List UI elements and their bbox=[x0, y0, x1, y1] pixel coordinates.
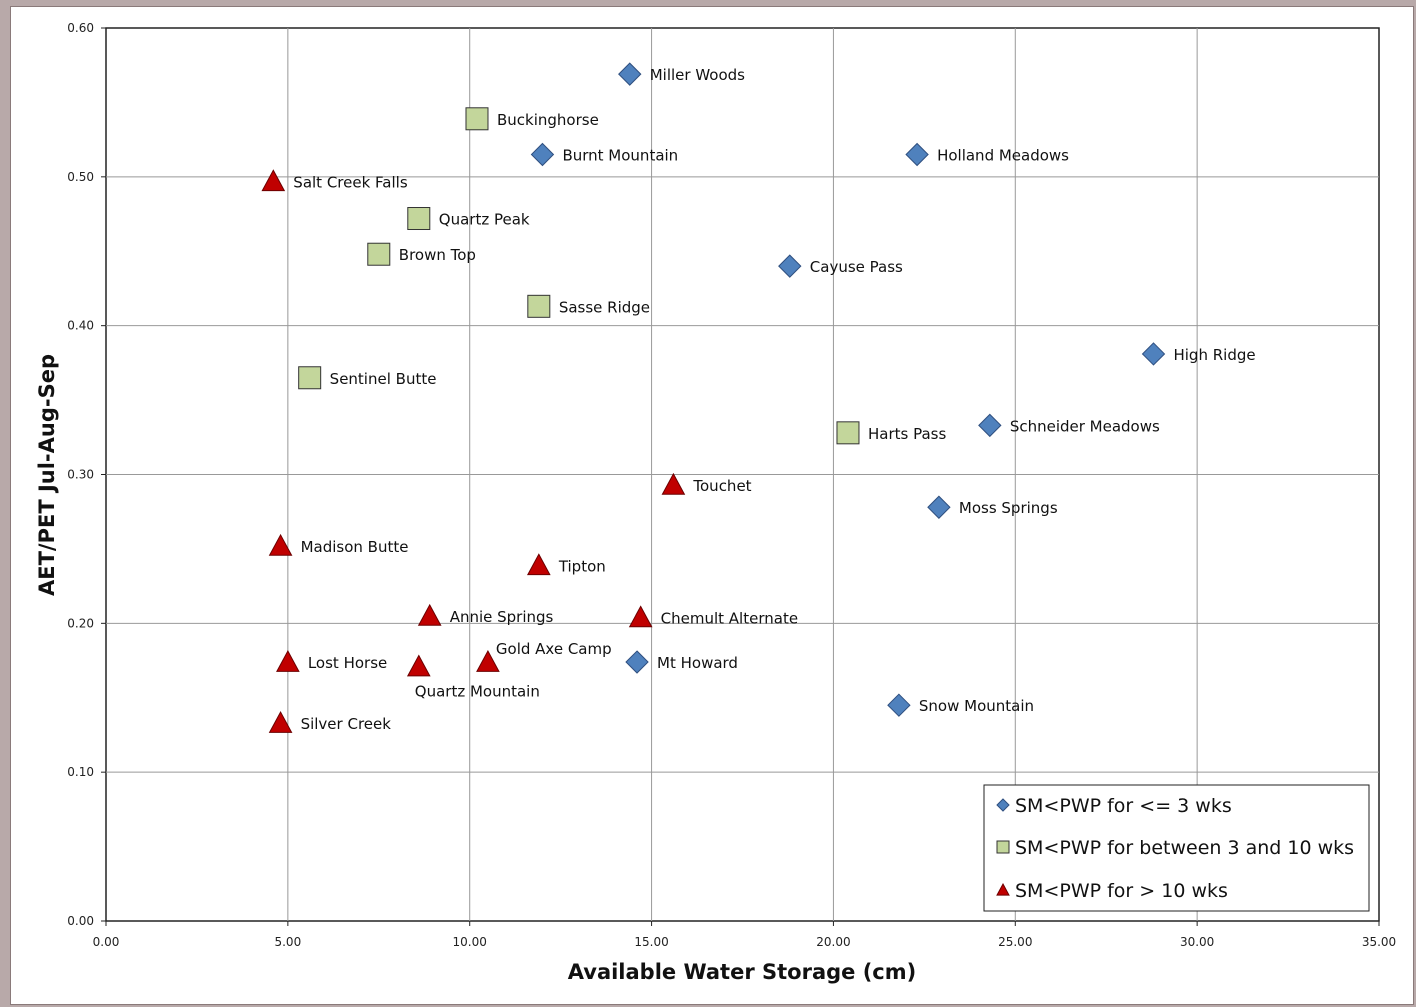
data-point bbox=[618, 62, 642, 86]
data-point bbox=[298, 366, 322, 390]
y-tick-label: 0.30 bbox=[67, 468, 94, 482]
y-axis-title: AET/PET Jul-Aug-Sep bbox=[35, 354, 59, 596]
y-tick-label: 0.10 bbox=[67, 765, 94, 779]
data-point bbox=[276, 649, 300, 672]
data-point bbox=[407, 207, 431, 231]
data-point bbox=[526, 553, 551, 576]
point-label: Moss Springs bbox=[959, 499, 1058, 517]
data-point bbox=[628, 605, 653, 628]
data-point bbox=[836, 421, 860, 445]
data-point bbox=[268, 711, 293, 733]
x-tick-label: 30.00 bbox=[1180, 935, 1214, 949]
legend-marker bbox=[996, 840, 1010, 854]
data-point bbox=[406, 654, 431, 677]
point-label: Sentinel Butte bbox=[330, 370, 437, 388]
point-label: Burnt Mountain bbox=[562, 147, 678, 165]
x-tick-label: 0.00 bbox=[93, 935, 120, 949]
point-label: Buckinghorse bbox=[497, 111, 599, 129]
legend-label: SM<PWP for <= 3 wks bbox=[1015, 795, 1232, 817]
data-point bbox=[978, 413, 1002, 438]
point-label: Miller Woods bbox=[650, 66, 745, 84]
data-point bbox=[905, 142, 929, 167]
point-label: Tipton bbox=[558, 557, 606, 575]
point-label: Madison Butte bbox=[301, 538, 409, 556]
data-point bbox=[527, 294, 551, 318]
legend: SM<PWP for <= 3 wks SM<PWP for between 3 … bbox=[983, 784, 1370, 912]
point-label: Annie Springs bbox=[450, 608, 554, 626]
data-point bbox=[778, 254, 802, 278]
y-tick-label: 0.60 bbox=[67, 21, 94, 35]
data-point bbox=[887, 693, 911, 717]
x-tick-label: 15.00 bbox=[634, 935, 668, 949]
point-label: Quartz Peak bbox=[439, 211, 530, 229]
x-tick-label: 25.00 bbox=[998, 935, 1032, 949]
point-label: Quartz Mountain bbox=[415, 682, 540, 700]
x-tick-label: 20.00 bbox=[816, 935, 850, 949]
tick-labels: 0.00 5.00 10.00 15.00 20.00 25.00 30.00 35.00 0.… bbox=[67, 21, 1396, 949]
legend-label: SM<PWP for between 3 and 10 wks bbox=[1015, 837, 1354, 859]
data-point bbox=[268, 533, 293, 556]
x-tick-label: 5.00 bbox=[274, 935, 301, 949]
legend-label: SM<PWP for > 10 wks bbox=[1015, 880, 1228, 902]
point-label: Chemult Alternate bbox=[661, 609, 798, 627]
x-tick-label: 35.00 bbox=[1362, 935, 1396, 949]
data-point bbox=[367, 242, 391, 266]
data-point bbox=[417, 603, 442, 626]
point-label: Mt Howard bbox=[657, 654, 738, 672]
data-point bbox=[261, 169, 286, 192]
y-tick-label: 0.20 bbox=[67, 616, 94, 630]
data-point bbox=[530, 142, 555, 167]
point-label: Touchet bbox=[692, 477, 751, 495]
legend-box bbox=[983, 784, 1370, 912]
point-label: Snow Mountain bbox=[919, 697, 1034, 715]
gridlines bbox=[101, 27, 1380, 926]
data-point bbox=[625, 650, 649, 674]
data-point bbox=[465, 107, 489, 131]
point-label: Cayuse Pass bbox=[810, 258, 903, 276]
x-axis-title: Available Water Storage (cm) bbox=[568, 960, 916, 984]
point-label: Schneider Meadows bbox=[1010, 417, 1160, 435]
y-tick-label: 0.50 bbox=[67, 170, 94, 184]
point-label: Sasse Ridge bbox=[559, 298, 650, 316]
point-label: Brown Top bbox=[399, 246, 476, 264]
x-tick-label: 10.00 bbox=[453, 935, 487, 949]
point-label: Harts Pass bbox=[868, 425, 946, 443]
point-label: Silver Creek bbox=[301, 715, 392, 733]
point-labels: Miller Woods Burnt Mountain Holland Meadow… bbox=[293, 66, 1255, 733]
point-label: Salt Creek Falls bbox=[293, 173, 408, 191]
data-point bbox=[476, 649, 500, 672]
point-label: Holland Meadows bbox=[937, 147, 1069, 165]
point-label: High Ridge bbox=[1173, 346, 1255, 364]
data-point bbox=[1141, 342, 1166, 366]
point-label: Gold Axe Camp bbox=[496, 640, 612, 658]
data-point bbox=[661, 472, 686, 495]
legend-marker bbox=[996, 798, 1010, 812]
data-point bbox=[927, 495, 951, 519]
point-label: Lost Horse bbox=[308, 654, 387, 672]
y-tick-label: 0.00 bbox=[67, 914, 94, 928]
legend-marker bbox=[996, 882, 1010, 896]
y-tick-label: 0.40 bbox=[67, 319, 94, 333]
data-points bbox=[261, 62, 1166, 733]
